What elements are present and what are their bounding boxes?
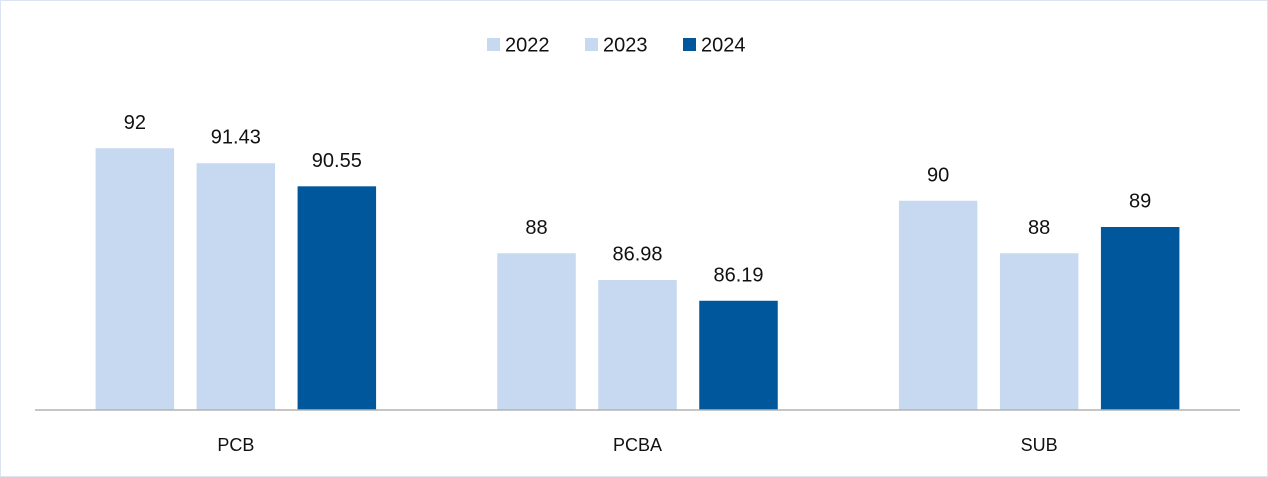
bar: [697, 299, 780, 411]
bar: [897, 199, 979, 411]
legend-swatch: [683, 38, 696, 51]
bar: [296, 184, 378, 411]
value-label: 92: [124, 112, 146, 134]
legend-swatch: [487, 38, 500, 51]
value-label: 89: [1129, 191, 1151, 213]
value-label: 90.55: [312, 150, 362, 172]
x-tick-label: PCB: [217, 435, 254, 455]
bar: [495, 251, 578, 411]
value-label: 90: [927, 164, 949, 186]
bar: [998, 251, 1080, 411]
legend-label: 2023: [603, 34, 648, 56]
value-label: 88: [525, 217, 547, 239]
bar: [195, 161, 277, 411]
bar: [1099, 225, 1181, 411]
x-tick-label: SUB: [1021, 435, 1058, 455]
value-label: 88: [1028, 217, 1050, 239]
value-label: 91.43: [211, 127, 261, 149]
value-label: 86.19: [713, 264, 763, 286]
bar: [94, 146, 176, 411]
legend-label: 2022: [505, 34, 550, 56]
legend-swatch: [585, 38, 598, 51]
value-label: 86.98: [612, 244, 662, 266]
bar: [596, 278, 679, 411]
legend-label: 2024: [701, 34, 746, 56]
x-tick-label: PCBA: [613, 435, 662, 455]
